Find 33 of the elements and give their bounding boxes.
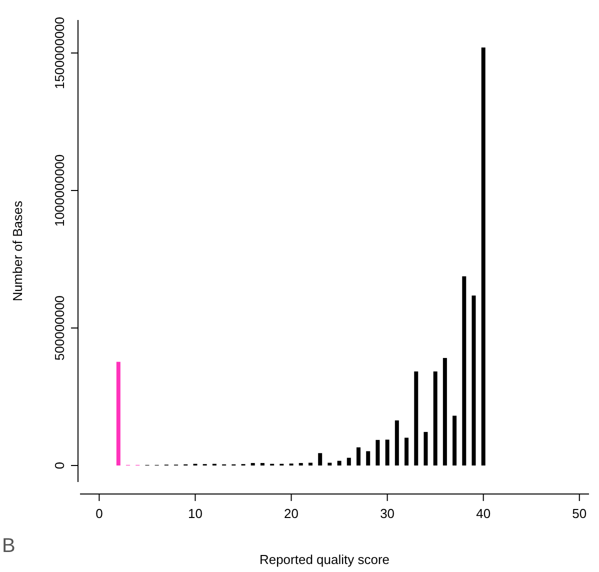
x-axis-title: Reported quality score: [259, 552, 390, 567]
y-tick-label: 0: [52, 462, 67, 470]
bar: [376, 440, 380, 466]
y-tick-label: 1000000000: [52, 154, 67, 227]
x-tick-label: 30: [380, 506, 395, 521]
bar: [462, 276, 466, 466]
bar: [318, 453, 322, 466]
text: B: [2, 535, 16, 557]
x-tick-label: 20: [284, 506, 299, 521]
y-tick-label: 1500000000: [52, 16, 67, 90]
bar: [366, 451, 370, 466]
bar: [356, 447, 361, 466]
bar: [337, 460, 342, 466]
bar: [472, 296, 476, 466]
x-tick-label: 10: [188, 506, 202, 521]
bar: [452, 416, 457, 466]
bar: [424, 432, 428, 466]
y-axis-title: Number of Bases: [10, 200, 25, 302]
x-tick-label: 40: [476, 506, 491, 521]
bar: [328, 462, 332, 466]
bar: [481, 48, 486, 466]
bar: [116, 362, 120, 466]
bar: [433, 371, 438, 466]
bar: [414, 371, 418, 466]
x-tick-label: 0: [96, 506, 103, 521]
bar: [394, 420, 399, 466]
bar: [442, 358, 447, 466]
x-tick-label: 50: [572, 506, 587, 521]
bar: [308, 462, 312, 466]
bar: [404, 438, 409, 466]
bar: [346, 458, 351, 466]
bar: [385, 440, 390, 466]
y-tick-label: 500000000: [52, 295, 67, 361]
